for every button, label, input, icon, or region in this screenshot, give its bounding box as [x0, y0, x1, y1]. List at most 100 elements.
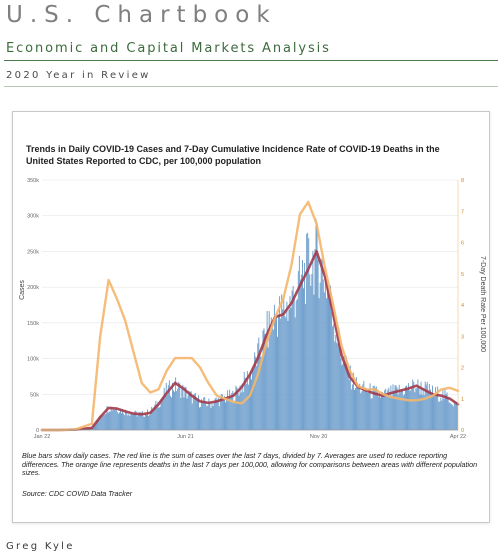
case-bar	[448, 402, 450, 430]
case-bar	[108, 411, 110, 430]
case-bar	[373, 385, 375, 430]
case-bar	[317, 259, 319, 430]
case-bar	[246, 370, 248, 430]
case-bar	[307, 232, 309, 430]
left-tick-label: 200k	[27, 285, 39, 291]
case-bar	[237, 390, 239, 430]
case-bar	[95, 424, 96, 430]
case-bar	[389, 396, 391, 430]
case-bar	[426, 381, 428, 430]
case-bar	[220, 394, 222, 430]
case-bar	[282, 309, 284, 430]
case-bar	[140, 412, 142, 430]
case-bar	[357, 387, 359, 430]
case-bar	[328, 294, 329, 430]
case-bar	[236, 387, 238, 430]
case-bar	[287, 320, 289, 430]
case-bar	[451, 404, 453, 430]
subtitle-rule	[4, 86, 498, 87]
case-bar	[342, 363, 344, 430]
case-bar	[410, 390, 412, 430]
x-tick-label: Jan 22	[34, 434, 51, 440]
case-bar	[446, 392, 448, 430]
case-bar	[289, 296, 291, 430]
case-bar	[322, 279, 324, 430]
case-bar	[125, 409, 127, 430]
case-bar	[339, 346, 341, 430]
case-bar	[310, 285, 312, 430]
case-bar	[244, 377, 246, 430]
case-bar	[147, 409, 148, 430]
case-bar	[325, 298, 327, 430]
case-bar	[248, 375, 250, 430]
case-bar	[393, 391, 395, 430]
case-bar	[132, 414, 134, 430]
case-bar	[330, 285, 332, 430]
case-bar	[429, 389, 431, 430]
case-bar	[165, 382, 167, 430]
left-axis-label: Cases	[19, 280, 26, 300]
case-bar	[186, 398, 188, 430]
case-bar	[272, 329, 274, 430]
case-bar	[258, 337, 260, 430]
case-bar	[260, 356, 262, 430]
death-rate-line	[40, 200, 460, 432]
case-bar	[240, 392, 242, 430]
case-bar	[180, 398, 182, 430]
case-bar	[199, 407, 200, 430]
case-bar	[152, 410, 154, 430]
case-bar	[316, 223, 318, 430]
case-bar	[454, 404, 456, 430]
case-bar	[250, 370, 251, 430]
case-bar	[416, 388, 418, 430]
case-bar	[201, 399, 203, 430]
case-bar	[440, 397, 442, 430]
case-bar	[387, 389, 389, 430]
left-tick-label: 100k	[27, 357, 39, 363]
case-bar	[388, 387, 390, 430]
case-bar	[352, 372, 354, 430]
case-bar	[130, 413, 132, 430]
case-bar	[191, 403, 193, 430]
case-bar	[203, 397, 205, 430]
case-bar	[292, 285, 294, 430]
case-bar	[378, 392, 380, 430]
case-bar	[423, 395, 425, 430]
case-bar	[219, 396, 221, 430]
case-bar	[400, 389, 402, 430]
right-tick-label: 3	[461, 334, 464, 340]
right-tick-label: 4	[461, 303, 464, 309]
case-bar	[213, 402, 215, 430]
case-bar	[144, 413, 146, 430]
case-bar	[265, 346, 267, 430]
right-tick-label: 7	[461, 209, 464, 215]
case-bar	[430, 395, 432, 430]
case-bar	[427, 392, 429, 430]
case-bar	[196, 400, 198, 430]
case-bar	[341, 365, 343, 430]
case-bar	[124, 415, 126, 430]
case-bar	[188, 390, 190, 430]
case-bar	[424, 381, 426, 430]
chart-caption: Blue bars show daily cases. The red line…	[22, 451, 478, 478]
case-bar	[137, 413, 139, 430]
case-bar	[306, 233, 308, 430]
case-bar	[266, 310, 268, 430]
cases-7day-average-line	[40, 250, 460, 432]
case-bar	[149, 414, 151, 430]
case-bar	[318, 298, 320, 430]
case-bar	[305, 303, 307, 430]
case-bar	[374, 387, 376, 430]
case-bar	[309, 274, 311, 430]
chart-title-line-2: United States Reported to CDC, per 100,0…	[26, 156, 261, 166]
case-bar	[347, 370, 349, 430]
case-bar	[123, 413, 125, 430]
case-bar	[122, 408, 124, 430]
case-bar	[98, 419, 100, 430]
case-bar	[161, 398, 163, 430]
case-bar	[434, 394, 436, 430]
case-bar	[222, 398, 224, 430]
case-bar	[127, 415, 129, 430]
case-bar	[321, 260, 323, 430]
right-axis-label: 7-Day Death Rate Per 100,000	[479, 256, 486, 352]
